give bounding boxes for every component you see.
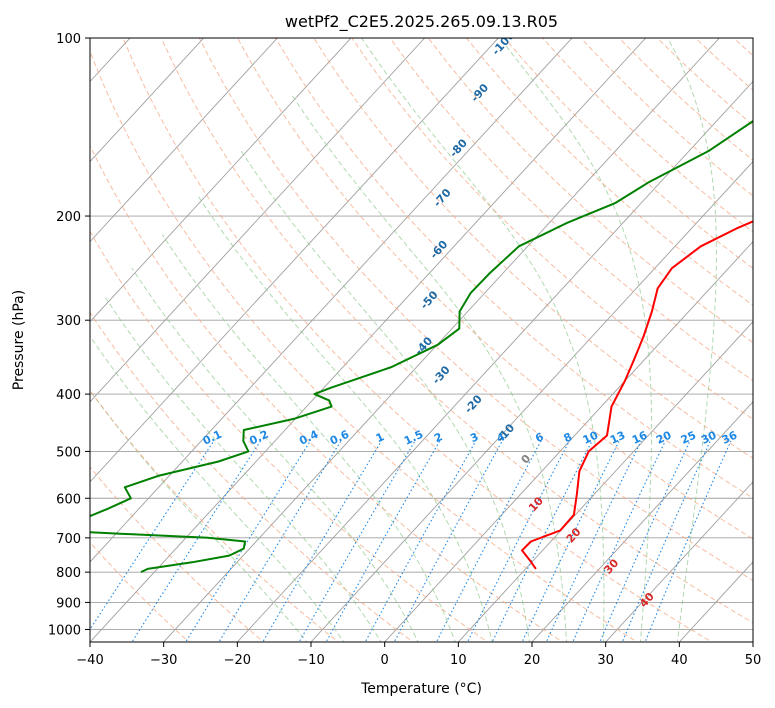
y-tick-label: 400 <box>56 388 81 403</box>
mixing-ratio-line <box>218 440 342 642</box>
mixing-ratio-lines <box>90 440 732 642</box>
x-tick-label: 30 <box>597 653 614 668</box>
isotherm-line <box>90 38 205 163</box>
isotherm-lines <box>90 38 753 642</box>
y-tick-label: 1000 <box>48 623 81 638</box>
isotherm-line <box>457 321 753 642</box>
isobar-grid <box>90 215 753 630</box>
y-tick-label: 800 <box>56 566 81 581</box>
moist-adiabat <box>499 38 652 642</box>
dewpoint-profile-line <box>90 119 753 574</box>
dry-adiabat <box>237 38 753 540</box>
y-tick-label: 300 <box>56 314 81 329</box>
mixing-ratio-line <box>185 440 311 642</box>
y-axis-label: Pressure (hPa) <box>11 290 27 390</box>
moist-adiabat <box>90 335 345 642</box>
mixing-ratio-label: 25 <box>679 429 698 447</box>
isotherm-line <box>163 38 720 642</box>
x-tick-label: −20 <box>224 653 251 668</box>
isotherm-line <box>90 38 499 483</box>
dry-adiabat <box>275 38 753 499</box>
y-tick-label: 900 <box>56 596 81 611</box>
isotherm-line <box>90 38 647 642</box>
isotherm-line <box>384 240 753 642</box>
mixing-ratio-line <box>131 440 261 642</box>
moist-adiabat <box>90 389 308 642</box>
y-tick-label: 700 <box>56 532 81 547</box>
moist-adiabat <box>197 195 493 642</box>
moist-adiabat-lines <box>90 38 717 642</box>
isotherm-line <box>90 38 278 243</box>
y-axis-ticks: 100 200 300 400 500 600 700 800 900 1000 <box>48 32 90 638</box>
mixing-ratio-label: 10 <box>581 428 601 446</box>
dry-adiabat <box>427 38 753 344</box>
isotherm-line <box>605 481 753 642</box>
mixing-ratio-label: 30 <box>699 428 719 446</box>
mixing-ratio-label: 13 <box>608 429 627 447</box>
mixing-ratio-line <box>435 440 542 642</box>
mixing-ratio-label: 16 <box>630 428 650 446</box>
dry-adiabat <box>122 38 713 642</box>
dry-adiabat <box>198 38 753 581</box>
mixing-ratio-line <box>90 440 215 631</box>
mixing-ratio-line <box>298 440 416 642</box>
mixing-ratio-line <box>325 440 441 642</box>
mixing-ratio-line <box>262 440 382 642</box>
mixing-ratio-label: 36 <box>720 428 740 446</box>
mixing-ratio-line <box>521 440 620 642</box>
dry-adiabat <box>90 389 340 642</box>
chart-title: wetPf2_C2E5.2025.265.09.13.R05 <box>285 12 558 32</box>
mixing-ratio-line <box>545 440 642 642</box>
y-tick-label: 100 <box>56 32 81 47</box>
dry-adiabat <box>313 38 753 459</box>
mixing-ratio-line <box>644 440 732 642</box>
plot-frame <box>89 37 754 643</box>
x-tick-label: −10 <box>297 653 324 668</box>
mixing-ratio-label: 20 <box>654 428 674 446</box>
isotherm-line <box>236 80 753 642</box>
x-tick-label: 0 <box>381 653 389 668</box>
plot-area: 0.1 0.2 0.4 0.6 1 1.5 2 3 4 6 8 10 13 16 20 25 30 36-100-… <box>90 38 753 642</box>
mixing-ratio-line <box>364 440 477 642</box>
mixing-ratio-line <box>393 440 503 642</box>
moist-adiabat <box>161 234 456 642</box>
mixing-ratio-line <box>599 440 691 642</box>
dry-adiabat <box>90 49 638 642</box>
x-tick-label: −40 <box>76 653 103 668</box>
x-tick-label: −30 <box>150 653 177 668</box>
moist-adiabat <box>361 38 605 642</box>
moist-adiabat <box>105 297 382 642</box>
moist-adiabat <box>240 150 530 642</box>
mixing-ratio-line <box>621 440 711 642</box>
x-axis-label: Temperature (°C) <box>360 681 482 697</box>
temperature-profile-line <box>521 220 753 570</box>
y-tick-label: 600 <box>56 492 81 507</box>
y-tick-label: 500 <box>56 445 81 460</box>
moist-adiabat <box>667 38 717 642</box>
isotherm-line <box>90 38 573 563</box>
dry-adiabat-lines <box>90 38 753 642</box>
isotherm-line <box>531 401 753 642</box>
isotherm-line <box>310 160 753 642</box>
dry-adiabat <box>389 38 753 382</box>
x-tick-label: 50 <box>745 653 762 668</box>
dry-adiabat <box>90 144 564 642</box>
x-axis-ticks: −40 −30 −20 −10 0 10 20 30 40 50 <box>76 642 761 668</box>
isotherm-line <box>90 38 426 403</box>
x-tick-label: 20 <box>524 653 541 668</box>
y-tick-label: 200 <box>56 210 81 225</box>
x-tick-label: 40 <box>671 653 688 668</box>
isotherm-line <box>90 38 352 323</box>
profile-series <box>90 119 753 574</box>
x-tick-label: 10 <box>450 653 467 668</box>
dry-adiabat <box>160 38 753 624</box>
